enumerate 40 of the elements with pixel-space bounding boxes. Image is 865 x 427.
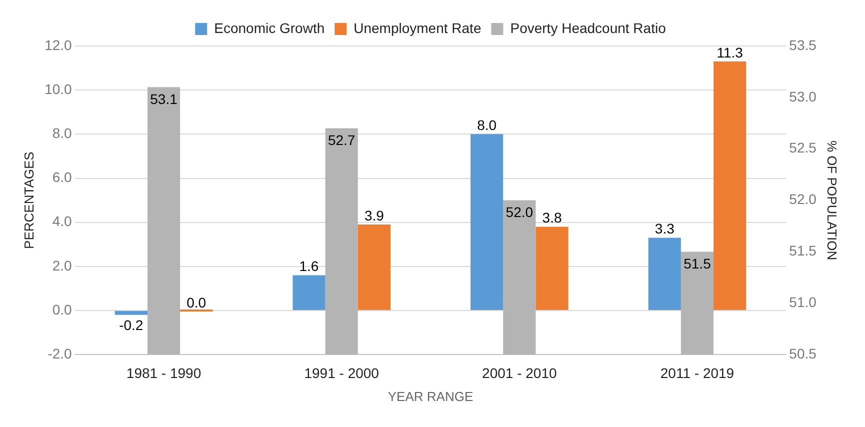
legend-label: Poverty Headcount Ratio — [510, 20, 666, 36]
data-label: 3.9 — [364, 207, 384, 224]
x-tick-label: 1981 - 1990 — [126, 364, 202, 381]
data-label: 52.7 — [328, 132, 356, 148]
x-tick-label: 2001 - 2010 — [482, 364, 557, 381]
y2-tick-label: 51.5 — [789, 242, 817, 259]
y-tick-label: 6.0 — [52, 169, 72, 186]
data-label: 52.0 — [506, 204, 534, 220]
y2-tick-label: 50.5 — [789, 345, 817, 362]
data-label: -0.2 — [119, 316, 144, 333]
y-tick-label: 0.0 — [52, 301, 72, 318]
data-label: 0.0 — [186, 294, 206, 310]
y-tick-label: 8.0 — [52, 125, 72, 142]
y2-axis-title: % OF POPULATION — [824, 140, 840, 260]
y2-tick-label: 52.5 — [789, 140, 817, 156]
bar — [714, 61, 746, 310]
y-tick-label: 4.0 — [52, 213, 72, 230]
data-label: 53.1 — [150, 91, 178, 108]
y2-tick-label: 51.0 — [789, 294, 817, 310]
x-tick-label: 2011 - 2019 — [660, 364, 734, 381]
y2-tick-label: 53.0 — [789, 88, 817, 104]
bar — [114, 311, 148, 315]
bar — [292, 275, 326, 310]
data-label: 3.8 — [542, 210, 562, 226]
x-axis-title: YEAR RANGE — [388, 388, 474, 404]
y-tick-label: 12.0 — [44, 36, 72, 53]
data-label: 11.3 — [716, 44, 744, 60]
y2-tick-label: 53.5 — [789, 36, 817, 53]
legend-label: Unemployment Rate — [354, 20, 482, 36]
y-tick-label: 10.0 — [44, 80, 72, 97]
data-label: 3.3 — [654, 220, 675, 237]
data-label: 51.5 — [684, 256, 712, 272]
y-axis-title: PERCENTAGES — [21, 151, 36, 249]
legend-label: Economic Growth — [214, 20, 325, 36]
y2-tick-label: 52.0 — [789, 191, 817, 208]
y-tick-label: -2.0 — [48, 345, 72, 362]
x-tick-label: 1991 - 2000 — [304, 364, 380, 381]
y-tick-label: 2.0 — [52, 257, 72, 274]
data-label: 1.6 — [299, 258, 319, 274]
data-label: 8.0 — [477, 117, 497, 134]
